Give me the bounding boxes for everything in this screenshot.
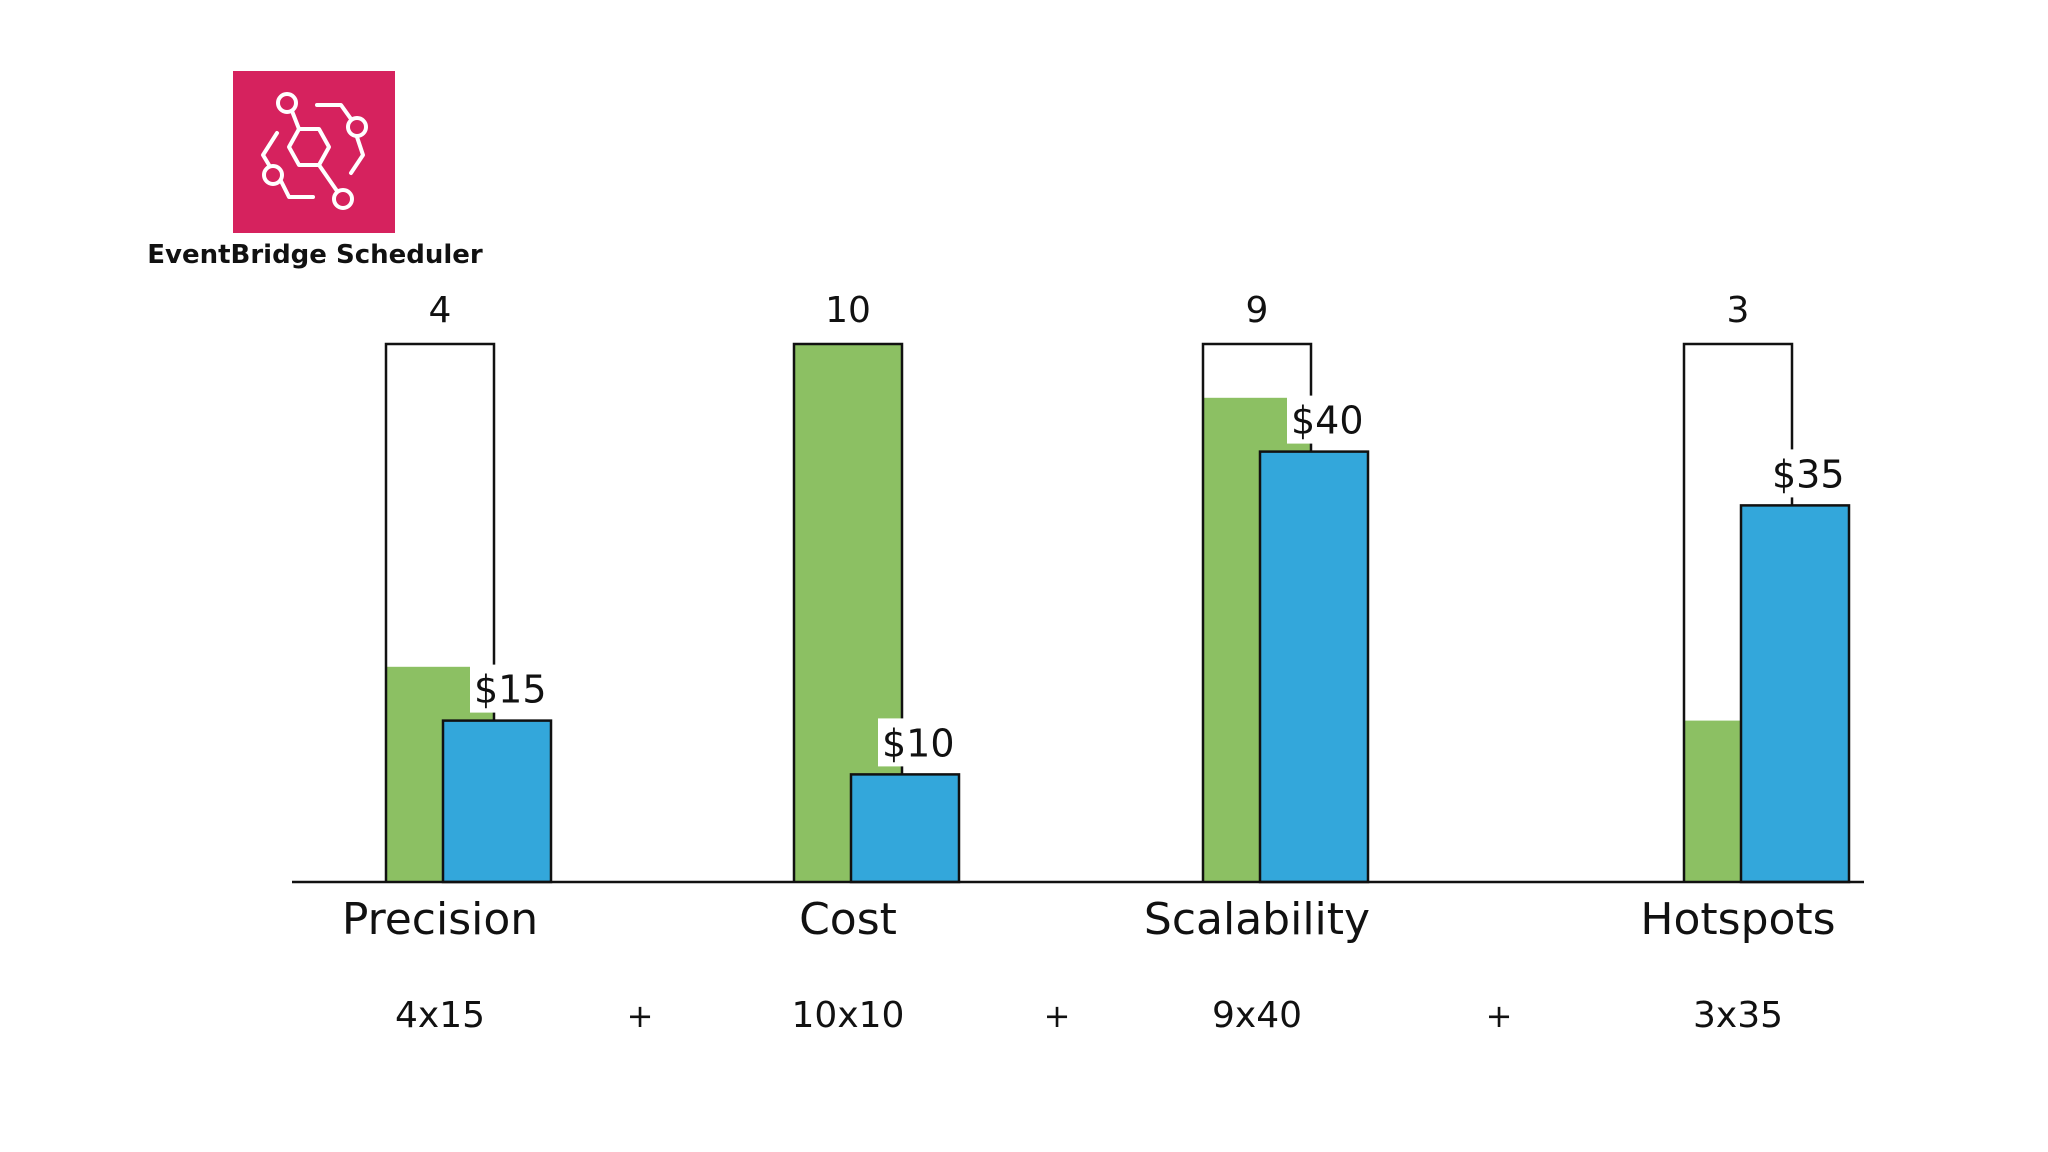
price-label: $35 — [1772, 452, 1845, 496]
price-bar-precision — [441, 719, 553, 884]
price-label-backing — [1768, 449, 1848, 498]
weight-label: 4 — [429, 290, 452, 331]
price-label: $40 — [1291, 399, 1364, 443]
price-label-backing — [1287, 395, 1367, 444]
weight-scale-outline — [384, 342, 496, 882]
formula-label: 9x40 — [1212, 995, 1302, 1036]
weight-scale-outline — [1682, 342, 1794, 882]
plus-operator: + — [1486, 997, 1513, 1035]
price-bar-cost — [849, 773, 961, 884]
formula-label: 3x35 — [1693, 995, 1783, 1036]
weight-label: 3 — [1727, 290, 1750, 331]
plus-operator: + — [627, 997, 654, 1035]
category-label: Scalability — [1144, 894, 1370, 945]
price-bar-scalability — [1258, 450, 1370, 884]
weight-label: 9 — [1246, 290, 1269, 331]
price-bar-hotspots — [1739, 504, 1851, 884]
price-label: $10 — [882, 721, 955, 765]
label-layer: 4 $15 Precision 4x15 10 $10 Cost 10x10 9 $40 Scala… — [342, 290, 1848, 1036]
bar-layer — [384, 342, 1851, 884]
plus-operator: + — [1044, 997, 1071, 1035]
price-label-backing — [470, 664, 550, 713]
weight-label: 10 — [825, 290, 871, 331]
price-label: $15 — [474, 668, 547, 712]
formula-label: 10x10 — [792, 995, 905, 1036]
category-label: Hotspots — [1640, 894, 1835, 945]
formula-label: 4x15 — [395, 995, 485, 1036]
price-label-backing — [878, 718, 958, 767]
eventbridge-scheduler-logo — [233, 71, 395, 233]
weight-scale-outline — [792, 342, 904, 882]
logo-caption: EventBridge Scheduler — [147, 240, 483, 270]
eventbridge-scheduler-icon — [261, 92, 368, 210]
category-label: Precision — [342, 894, 538, 945]
category-label: Cost — [799, 894, 897, 945]
